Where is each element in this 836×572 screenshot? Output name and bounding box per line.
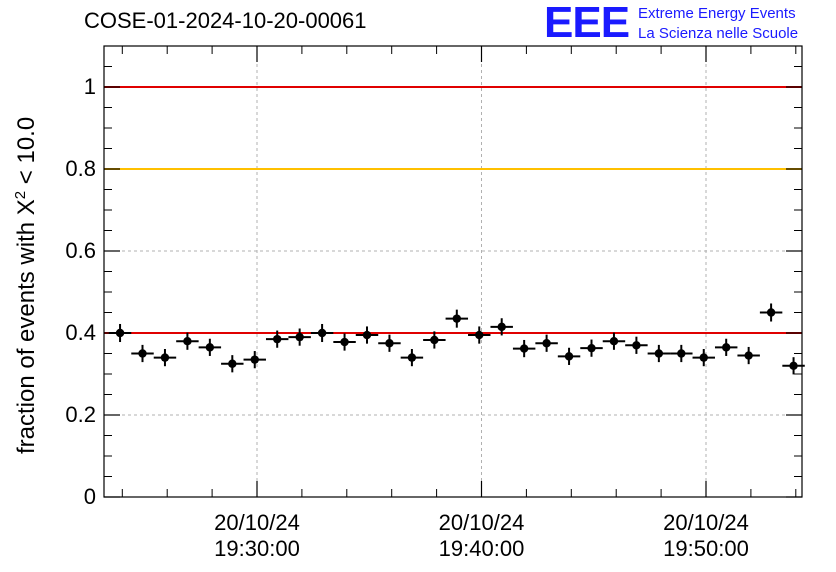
data-point bbox=[512, 339, 536, 358]
data-point bbox=[221, 355, 244, 373]
y-axis-label-exponent: 2 bbox=[12, 190, 29, 200]
plot-frame bbox=[103, 45, 803, 498]
data-point bbox=[602, 332, 626, 350]
y-tick-label: 1 bbox=[83, 74, 96, 99]
data-point bbox=[490, 318, 513, 336]
point-marker bbox=[115, 328, 125, 338]
data-point bbox=[714, 338, 738, 356]
y-axis-label-symbol: X bbox=[13, 199, 40, 216]
point-marker bbox=[295, 332, 304, 342]
point-marker bbox=[632, 341, 641, 350]
point-marker bbox=[273, 334, 282, 344]
point-marker bbox=[430, 335, 439, 345]
grid-lines bbox=[104, 46, 802, 497]
point-marker bbox=[699, 353, 708, 362]
point-marker bbox=[497, 322, 506, 332]
point-marker bbox=[407, 353, 417, 362]
data-point bbox=[333, 333, 356, 351]
data-point bbox=[580, 339, 603, 357]
point-marker bbox=[228, 359, 237, 368]
data-point bbox=[265, 330, 289, 348]
x-tick-time: 19:40:00 bbox=[438, 536, 525, 561]
x-tick-date: 20/10/24 bbox=[214, 510, 300, 535]
point-marker bbox=[385, 339, 394, 348]
point-marker bbox=[160, 353, 170, 362]
data-point bbox=[378, 334, 401, 352]
x-tick-time: 19:50:00 bbox=[663, 536, 749, 561]
point-marker bbox=[766, 308, 776, 317]
data-points bbox=[108, 303, 805, 375]
point-marker bbox=[609, 337, 619, 346]
data-point bbox=[153, 348, 177, 367]
x-tick-time: 19:30:00 bbox=[214, 536, 300, 561]
data-point bbox=[759, 303, 783, 322]
page-title: COSE-01-2024-10-20-00061 bbox=[84, 8, 367, 33]
x-tick-date: 20/10/24 bbox=[438, 510, 525, 535]
point-marker bbox=[744, 351, 753, 360]
point-marker bbox=[789, 361, 798, 370]
reference-lines bbox=[104, 86, 802, 334]
data-point bbox=[198, 338, 222, 356]
data-point bbox=[737, 346, 760, 365]
point-marker bbox=[317, 328, 327, 338]
point-marker bbox=[205, 343, 215, 352]
point-marker bbox=[654, 349, 664, 358]
data-point bbox=[557, 347, 581, 365]
data-point bbox=[468, 326, 491, 344]
point-marker bbox=[250, 355, 259, 364]
data-point bbox=[176, 332, 199, 350]
point-marker bbox=[677, 349, 686, 358]
data-point bbox=[535, 334, 558, 352]
logo-line-2: La Scienza nelle Scuole bbox=[638, 25, 799, 42]
data-point bbox=[647, 344, 671, 363]
data-point bbox=[131, 344, 154, 363]
axis-ticks bbox=[104, 46, 802, 498]
point-marker bbox=[475, 330, 484, 340]
point-marker bbox=[564, 352, 574, 361]
point-marker bbox=[542, 339, 551, 348]
point-marker bbox=[138, 349, 147, 358]
point-marker bbox=[183, 337, 192, 346]
x-tick-label: 20/10/24 19:30:00 bbox=[187, 510, 327, 562]
data-point bbox=[355, 326, 379, 344]
data-point bbox=[692, 348, 715, 367]
data-point bbox=[670, 344, 693, 363]
point-marker bbox=[519, 344, 529, 353]
y-tick-label: 0.4 bbox=[65, 320, 96, 345]
y-tick-label: 0.8 bbox=[65, 156, 96, 181]
data-point bbox=[310, 323, 334, 343]
point-marker bbox=[722, 343, 731, 352]
data-point bbox=[288, 328, 311, 346]
data-point bbox=[445, 309, 469, 328]
y-tick-label: 0.2 bbox=[65, 402, 96, 427]
x-tick-label: 20/10/24 19:40:00 bbox=[412, 510, 552, 562]
logo-line-1: Extreme Energy Events bbox=[638, 5, 796, 22]
point-marker bbox=[587, 343, 596, 353]
data-point bbox=[243, 351, 266, 369]
eee-logo: EEE Extreme Energy Events La Scienza nel… bbox=[540, 0, 830, 47]
y-tick-label: 0.6 bbox=[65, 238, 96, 263]
x-tick-label: 20/10/24 19:50:00 bbox=[636, 510, 776, 562]
point-marker bbox=[452, 314, 462, 323]
y-tick-label: 0 bbox=[83, 484, 96, 509]
data-point bbox=[782, 357, 805, 375]
logo-mark: EEE bbox=[544, 0, 630, 47]
point-marker bbox=[362, 330, 372, 340]
data-point bbox=[423, 331, 446, 349]
data-point bbox=[625, 336, 648, 354]
x-tick-date: 20/10/24 bbox=[663, 510, 749, 535]
data-point bbox=[400, 348, 424, 367]
point-marker bbox=[340, 337, 349, 347]
